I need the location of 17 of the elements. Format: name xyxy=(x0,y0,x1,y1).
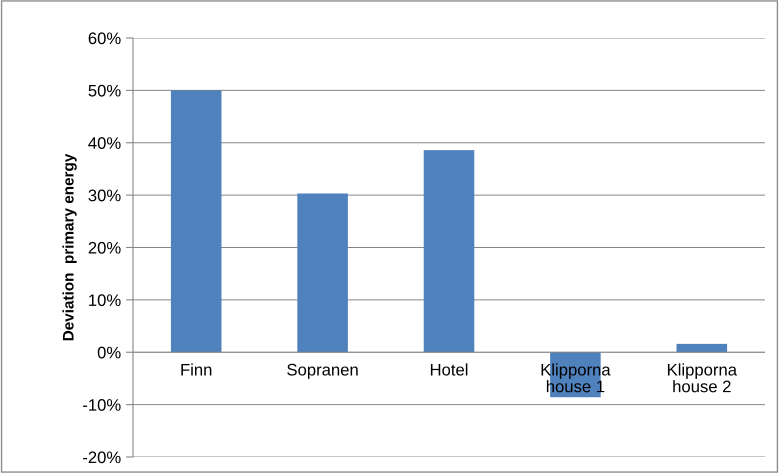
x-tick-label: Sopranen xyxy=(287,364,358,379)
y-tick-label: 10% xyxy=(89,294,121,306)
y-tick-label: 60% xyxy=(88,32,121,44)
y-tick-label: 20% xyxy=(88,242,121,254)
x-tick-label: Klipporna house 2 xyxy=(668,363,738,392)
bar xyxy=(170,90,222,352)
bar xyxy=(297,194,348,352)
bar xyxy=(424,150,474,352)
y-tick-label: 0% xyxy=(98,346,121,358)
x-tick-label: Hotel xyxy=(430,363,468,376)
y-tick-label: 50% xyxy=(88,84,121,97)
y-tick-label: 30% xyxy=(88,190,121,202)
y-tick-label: -20% xyxy=(83,451,121,464)
y-tick-label: 40% xyxy=(88,137,121,149)
x-tick-label: Finn xyxy=(181,363,212,376)
y-axis-title: Deviation primary energy xyxy=(62,154,77,340)
y-tick-label: -10% xyxy=(83,399,121,411)
